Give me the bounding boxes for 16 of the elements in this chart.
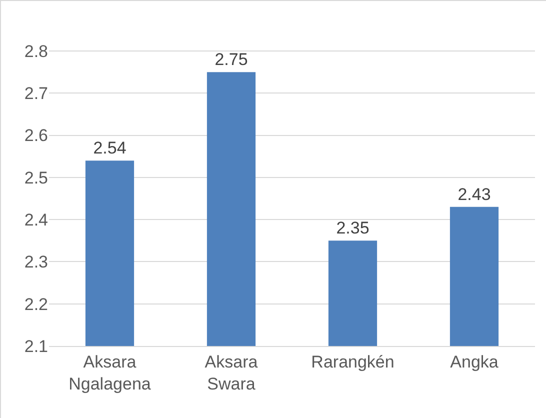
data-label: 2.43 [458, 184, 491, 204]
y-tick-label: 2.3 [24, 252, 48, 272]
y-tick-label: 2.7 [24, 84, 48, 104]
y-tick-label: 2.8 [24, 42, 48, 61]
x-tick-label: Angka [450, 352, 499, 372]
y-tick-label: 2.5 [24, 168, 48, 188]
y-tick-label: 2.4 [24, 210, 48, 230]
y-tick-label: 2.1 [24, 336, 48, 356]
x-tick-label: Aksara Swara [204, 352, 258, 394]
data-label: 2.54 [93, 138, 126, 158]
y-tick-label: 2.2 [24, 294, 48, 314]
x-tick-label: Rarangkén [311, 352, 394, 372]
data-label: 2.35 [336, 218, 370, 238]
y-tick-label: 2.6 [24, 126, 48, 146]
data-label: 2.75 [214, 50, 248, 70]
x-tick-label: Aksara Ngalagena [68, 352, 152, 394]
